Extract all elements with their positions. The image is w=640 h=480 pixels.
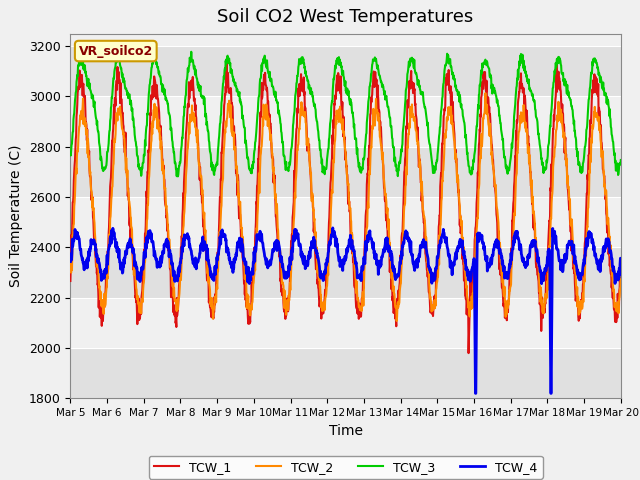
TCW_4 xyxy=(175,269,183,275)
TCW_1 xyxy=(552,84,560,89)
Bar xyxy=(70,298,621,348)
TCW_1 xyxy=(189,74,196,80)
TCW_3 xyxy=(552,64,560,70)
Line: TCW_1: TCW_1 xyxy=(70,62,621,353)
Legend: TCW_1, TCW_2, TCW_3, TCW_4: TCW_1, TCW_2, TCW_3, TCW_4 xyxy=(148,456,543,479)
TCW_1 xyxy=(431,292,439,298)
TCW_2 xyxy=(393,318,401,324)
TCW_1 xyxy=(67,278,74,284)
TCW_2 xyxy=(189,114,196,120)
Bar xyxy=(70,197,621,248)
TCW_3 xyxy=(252,139,259,145)
TCW_2 xyxy=(431,298,439,304)
TCW_4 xyxy=(552,238,560,244)
Bar xyxy=(70,348,621,398)
TCW_3 xyxy=(188,49,195,55)
Bar xyxy=(70,34,621,46)
TCW_2 xyxy=(175,290,183,296)
TCW_1 xyxy=(465,350,472,356)
Line: TCW_2: TCW_2 xyxy=(70,93,621,321)
Text: VR_soilco2: VR_soilco2 xyxy=(79,45,153,58)
TCW_4 xyxy=(504,275,511,281)
Bar xyxy=(70,248,621,298)
Line: TCW_4: TCW_4 xyxy=(70,228,621,394)
Bar xyxy=(70,147,621,197)
TCW_4 xyxy=(431,269,439,275)
TCW_3 xyxy=(176,159,184,165)
TCW_4 xyxy=(329,225,337,231)
Bar xyxy=(70,96,621,147)
X-axis label: Time: Time xyxy=(328,424,363,438)
TCW_2 xyxy=(552,127,560,133)
TCW_3 xyxy=(504,171,511,177)
Line: TCW_3: TCW_3 xyxy=(70,52,621,177)
TCW_1 xyxy=(223,60,230,65)
TCW_2 xyxy=(67,267,74,273)
TCW_4 xyxy=(250,254,258,260)
TCW_3 xyxy=(432,167,440,173)
TCW_2 xyxy=(481,90,489,96)
TCW_3 xyxy=(189,64,197,70)
Bar xyxy=(70,46,621,96)
TCW_2 xyxy=(250,271,258,277)
TCW_3 xyxy=(174,174,182,180)
TCW_3 xyxy=(67,151,74,156)
TCW_4 xyxy=(67,259,74,264)
TCW_1 xyxy=(251,261,259,267)
TCW_4 xyxy=(617,258,625,264)
Title: Soil CO2 West Temperatures: Soil CO2 West Temperatures xyxy=(218,9,474,26)
TCW_2 xyxy=(617,273,625,278)
Y-axis label: Soil Temperature (C): Soil Temperature (C) xyxy=(9,145,23,287)
TCW_3 xyxy=(617,157,625,163)
TCW_1 xyxy=(175,279,183,285)
TCW_2 xyxy=(504,305,511,311)
TCW_4 xyxy=(189,258,196,264)
TCW_1 xyxy=(504,300,511,305)
TCW_1 xyxy=(617,264,625,269)
TCW_4 xyxy=(472,391,479,396)
